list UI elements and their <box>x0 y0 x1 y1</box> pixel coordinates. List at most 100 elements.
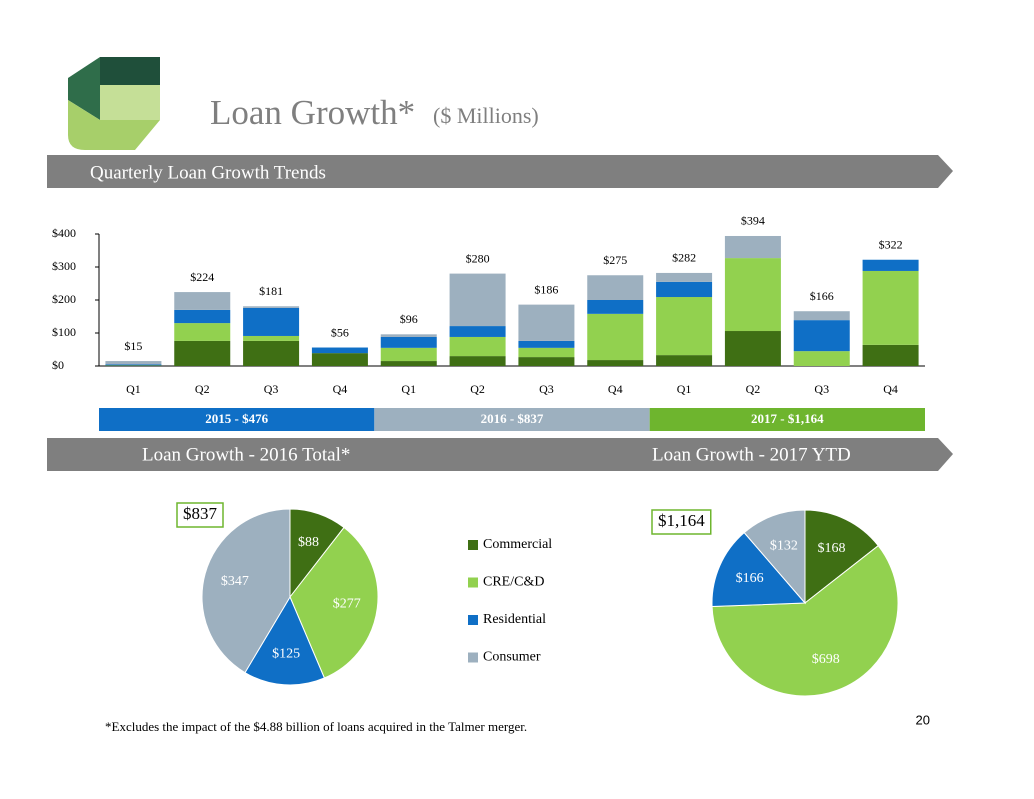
bar-segment <box>518 304 575 341</box>
bar-segment <box>587 300 644 314</box>
total-label: $186 <box>534 282 558 296</box>
period-bar <box>649 408 925 431</box>
total-box <box>176 502 224 528</box>
period-bar <box>99 408 375 431</box>
legend-swatch <box>468 577 478 588</box>
bar-segment <box>518 357 575 366</box>
bar-segment <box>311 347 368 354</box>
pie-slice <box>711 531 807 608</box>
slide-subtitle: ($ Millions) <box>433 103 539 128</box>
total-label: $181 <box>259 284 283 298</box>
pie-slice <box>244 595 326 686</box>
bar-segment <box>311 353 368 366</box>
slice-label: $347 <box>221 574 249 589</box>
footnote: *Excludes the impact of the $4.88 billio… <box>105 719 527 734</box>
bar-segment <box>587 360 644 366</box>
bar-segment <box>587 313 644 361</box>
total-label: $275 <box>603 253 627 267</box>
x-tick-label: Q4 <box>883 382 898 396</box>
bar-segment <box>724 235 781 259</box>
slice-label: $698 <box>812 652 840 667</box>
bar-segment <box>724 331 781 366</box>
y-tick-label: $400 <box>52 226 76 240</box>
total-label: $15 <box>124 339 142 353</box>
bar-segment <box>862 270 919 345</box>
bar-segment <box>449 336 506 357</box>
slice-label: $277 <box>333 597 361 612</box>
bar-segment <box>243 340 300 366</box>
y-tick-label: $0 <box>52 358 64 372</box>
legend-label: Consumer <box>483 650 541 665</box>
bar-segment <box>656 297 713 356</box>
x-tick-label: Q2 <box>746 382 761 396</box>
bar-segment <box>105 365 162 366</box>
legend-label: Residential <box>483 612 546 627</box>
logo <box>68 57 160 150</box>
period-label: 2015 - $476 <box>205 411 268 426</box>
pie-slice <box>711 544 899 697</box>
slice-label: $132 <box>770 539 798 554</box>
total-label: $96 <box>400 312 418 326</box>
slice-label: $168 <box>817 541 845 556</box>
legend-swatch <box>468 652 478 663</box>
total-label: $56 <box>331 325 349 339</box>
bar-segment <box>174 309 231 324</box>
chart-title: Loan Growth - 2017 YTD <box>652 444 851 465</box>
period-label: 2016 - $837 <box>481 411 544 426</box>
bar-segment <box>862 259 919 271</box>
bar-segment <box>518 340 575 348</box>
bar-segment <box>380 347 437 362</box>
bar-segment <box>449 356 506 366</box>
x-tick-label: Q1 <box>401 382 416 396</box>
pie-total: $1,164 <box>658 511 705 530</box>
slice-label: $88 <box>298 535 319 550</box>
bar-segment <box>449 273 506 327</box>
bar-segment <box>656 355 713 366</box>
chart-title: Quarterly Loan Growth Trends <box>90 162 326 183</box>
x-tick-label: Q4 <box>608 382 623 396</box>
bar-segment <box>243 306 300 308</box>
x-tick-label: Q1 <box>677 382 692 396</box>
bar-segment <box>243 307 300 336</box>
x-tick-label: Q2 <box>470 382 485 396</box>
legend-label: Commercial <box>483 537 552 552</box>
pie-slice <box>804 509 879 605</box>
x-tick-label: Q3 <box>264 382 279 396</box>
total-label: $282 <box>672 251 696 265</box>
x-tick-label: Q4 <box>333 382 348 396</box>
bar-segment <box>174 292 231 310</box>
y-tick-label: $100 <box>52 325 76 339</box>
slice-label: $166 <box>736 571 764 586</box>
banner <box>47 155 953 188</box>
total-label: $280 <box>466 251 490 265</box>
bar-segment <box>174 340 231 366</box>
x-tick-label: Q3 <box>814 382 829 396</box>
legend-swatch <box>468 540 478 550</box>
bar-segment <box>793 311 850 321</box>
bar-segment <box>380 361 437 366</box>
bar-segment <box>380 336 437 348</box>
pie-slice <box>289 526 379 679</box>
bar-segment <box>174 323 231 341</box>
pie-total: $837 <box>183 504 218 523</box>
slide-title: Loan Growth* <box>210 93 415 132</box>
x-tick-label: Q1 <box>126 382 141 396</box>
bar-segment <box>656 272 713 282</box>
bar-segment <box>656 281 713 298</box>
total-label: $322 <box>879 237 903 251</box>
bar-segment <box>105 361 162 365</box>
total-label: $166 <box>810 289 834 303</box>
bar-segment <box>587 275 644 300</box>
bar-segment <box>793 320 850 352</box>
bar-segment <box>243 335 300 341</box>
pie-slice <box>201 508 291 674</box>
y-tick-label: $200 <box>52 292 76 306</box>
bar-segment <box>518 347 575 358</box>
page-number: 20 <box>916 712 930 727</box>
bar-segment <box>380 334 437 337</box>
total-label: $394 <box>741 214 765 228</box>
pie-slice <box>743 509 806 605</box>
bar-segment <box>449 326 506 337</box>
bar-segment <box>793 351 850 366</box>
